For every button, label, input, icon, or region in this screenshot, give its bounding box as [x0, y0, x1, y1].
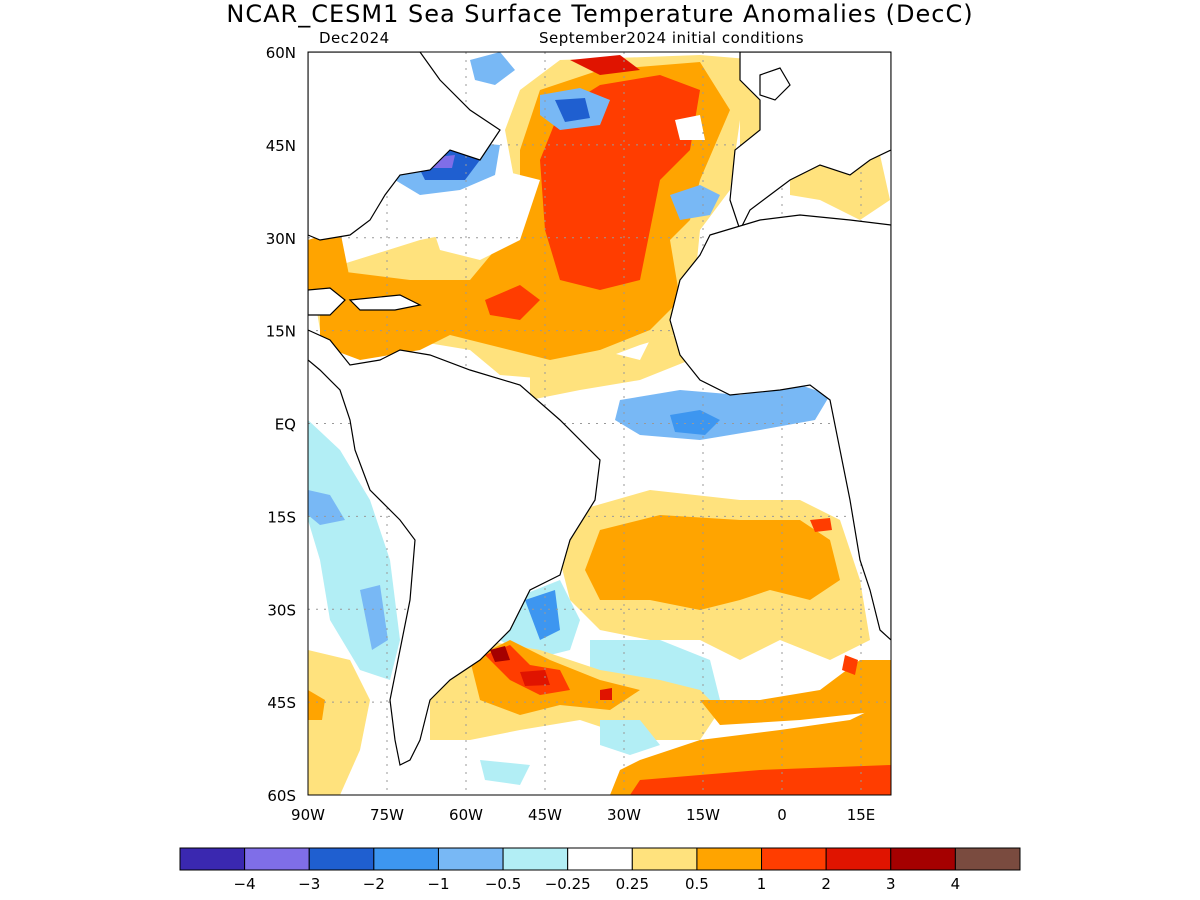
lat-label: 15S	[267, 508, 296, 526]
colorbar-label: 4	[951, 875, 961, 893]
colorbar-swatch	[954, 847, 1021, 871]
lon-label: 75W	[370, 806, 404, 824]
colorbar-label: 1	[757, 875, 767, 893]
colorbar-swatch	[567, 847, 633, 871]
lon-label: 30W	[607, 806, 641, 824]
lat-label: 45N	[266, 137, 296, 155]
colorbar-label: 0.5	[685, 875, 709, 893]
colorbar-swatch	[696, 847, 763, 871]
lat-label: EQ	[275, 416, 296, 434]
colorbar-labels: −4 −3 −2 −1 −0.5 −0.25 0.25 0.5 1 2 3 4	[234, 875, 961, 893]
lon-label: 15E	[847, 806, 876, 824]
lon-label: 90W	[291, 806, 325, 824]
colorbar-swatch	[761, 847, 827, 871]
colorbar-swatch	[631, 847, 698, 871]
lon-label: 60W	[449, 806, 483, 824]
colorbar-label: 2	[821, 875, 831, 893]
lat-label: 30S	[267, 601, 296, 619]
lon-label: 45W	[528, 806, 562, 824]
colorbar-label: −0.25	[545, 875, 591, 893]
colorbar-swatch	[890, 847, 956, 871]
lat-label: 15N	[266, 323, 296, 341]
colorbar-swatch	[308, 847, 375, 871]
colorbar-swatch	[825, 847, 892, 871]
colorbar-swatch	[179, 847, 246, 871]
colorbar-label: −1	[427, 875, 449, 893]
subtitle-forecast-month: Dec2024	[319, 29, 390, 47]
colorbar-swatch	[244, 847, 310, 871]
plot-frame	[307, 51, 892, 796]
colorbar-swatch	[437, 847, 504, 871]
latitude-labels: 60N 45N 30N 15N EQ 15S 30S 45S 60S	[266, 44, 296, 805]
coastlines	[308, 52, 891, 766]
colorbar-swatch	[502, 847, 569, 871]
lon-label: 0	[777, 806, 787, 824]
map-title: NCAR_CESM1 Sea Surface Temperature Anoma…	[226, 0, 974, 28]
colorbar-label: −3	[298, 875, 320, 893]
longitude-labels: 90W 75W 60W 45W 30W 15W 0 15E	[291, 806, 875, 824]
subtitle-initial-conditions: September2024 initial conditions	[539, 29, 805, 47]
lat-label: 60N	[266, 44, 296, 62]
colorbar	[179, 847, 1021, 871]
colorbar-swatch	[373, 847, 439, 871]
lon-label: 15W	[686, 806, 720, 824]
colorbar-label: −4	[234, 875, 256, 893]
lat-label: 30N	[266, 230, 296, 248]
colorbar-label: 0.25	[616, 875, 649, 893]
colorbar-label: −0.5	[485, 875, 521, 893]
lat-label: 60S	[267, 787, 296, 805]
lat-label: 45S	[267, 694, 296, 712]
colorbar-label: −2	[363, 875, 385, 893]
colorbar-label: 3	[886, 875, 896, 893]
